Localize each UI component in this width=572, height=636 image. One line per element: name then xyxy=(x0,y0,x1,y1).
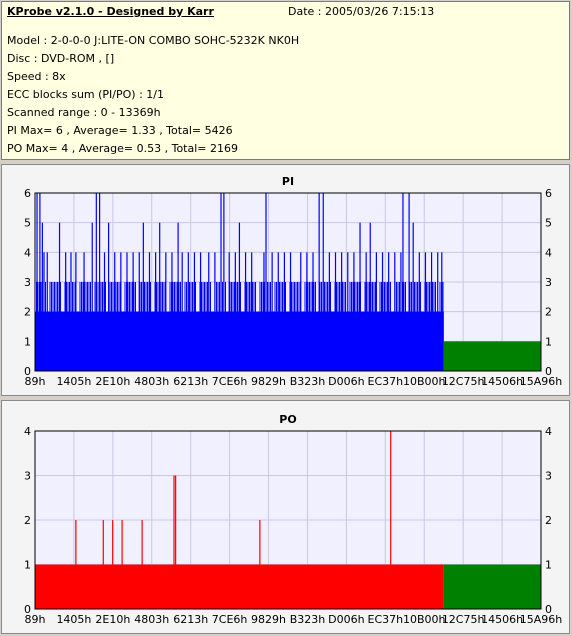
model-line: Model : 2-0-0-0 J:LITE-ON COMBO SOHC-523… xyxy=(7,34,300,47)
po-chart: PO 0 0 1 1 2 2 3 3 4 4 89h 1405h 2E10h 4803h 6213h 7CE6h… xyxy=(24,413,563,626)
x-tick-label: 7CE6h xyxy=(212,375,248,388)
x-tick-label: 9829h xyxy=(251,375,286,388)
y-tick-label-right: 1 xyxy=(545,335,552,348)
x-tick-label: B323h xyxy=(290,375,326,388)
y-tick-label-left: 4 xyxy=(24,246,31,259)
y-tick-label-right: 3 xyxy=(545,470,552,483)
y-tick-label-left: 4 xyxy=(24,425,31,438)
ecc-line: ECC blocks sum (PI/PO) : 1/1 xyxy=(7,88,164,101)
x-tick-label: 14506h xyxy=(481,375,523,388)
y-tick-label-right: 1 xyxy=(545,559,552,572)
x-tick-label: 89h xyxy=(25,375,46,388)
unscanned-region xyxy=(443,564,541,609)
pi-stats-line: PI Max= 6 , Average= 1.33 , Total= 5426 xyxy=(7,124,233,137)
x-tick-label: EC37h xyxy=(368,613,404,626)
po-stats-line: PO Max= 4 , Average= 0.53 , Total= 2169 xyxy=(7,142,238,155)
x-tick-label: 15A96h xyxy=(520,375,563,388)
x-tick-label: D006h xyxy=(328,375,364,388)
y-tick-label-left: 2 xyxy=(24,306,31,319)
unscanned-region xyxy=(443,341,541,371)
x-tick-label: 6213h xyxy=(173,375,208,388)
y-tick-label-left: 2 xyxy=(24,514,31,527)
x-tick-label: EC37h xyxy=(368,375,404,388)
y-tick-label-right: 6 xyxy=(545,187,552,200)
y-tick-label-left: 3 xyxy=(24,470,31,483)
x-tick-label: 1405h xyxy=(56,613,91,626)
x-tick-label: 7CE6h xyxy=(212,613,248,626)
x-tick-label: B323h xyxy=(290,613,326,626)
pi-chart: PI 0 0 1 1 2 2 3 3 4 4 5 5 6 6 89h 1405h 2E10h 4803h 6213h 7… xyxy=(24,175,563,388)
y-tick-label-right: 0 xyxy=(545,365,552,378)
y-tick-label-left: 6 xyxy=(24,187,31,200)
x-tick-label: 15A96h xyxy=(520,613,563,626)
data-area xyxy=(35,564,444,609)
x-tick-label: 2E10h xyxy=(95,613,130,626)
info-panel: KProbe v2.1.0 - Designed by Karr Date : … xyxy=(1,1,570,160)
speed-line: Speed : 8x xyxy=(7,70,66,83)
x-tick-label: 2E10h xyxy=(95,375,130,388)
chart-title: PI xyxy=(282,175,294,188)
x-tick-label: D006h xyxy=(328,613,364,626)
y-tick-label-left: 0 xyxy=(24,365,31,378)
x-tick-label: 89h xyxy=(25,613,46,626)
scan-date: Date : 2005/03/26 7:15:13 xyxy=(288,5,435,18)
po-chart-panel: PO 0 0 1 1 2 2 3 3 4 4 89h 1405h 2E10h 4803h 6213h 7CE6h… xyxy=(1,400,570,634)
x-tick-label: 4803h xyxy=(134,613,169,626)
y-tick-label-left: 5 xyxy=(24,217,31,230)
y-tick-label-right: 4 xyxy=(545,246,552,259)
y-tick-label-right: 3 xyxy=(545,276,552,289)
app-title: KProbe v2.1.0 - Designed by Karr xyxy=(7,5,214,18)
y-tick-label-left: 1 xyxy=(24,335,31,348)
plot-frame xyxy=(34,192,542,372)
y-tick-label-right: 2 xyxy=(545,306,552,319)
x-tick-label: 12C75h xyxy=(442,375,485,388)
y-tick-label-right: 0 xyxy=(545,603,552,616)
y-tick-label-right: 2 xyxy=(545,514,552,527)
y-tick-label-left: 0 xyxy=(24,603,31,616)
x-tick-label: 12C75h xyxy=(442,613,485,626)
y-tick-label-right: 4 xyxy=(545,425,552,438)
x-tick-label: 10B00h xyxy=(403,613,446,626)
range-line: Scanned range : 0 - 13369h xyxy=(7,106,161,119)
x-tick-label: 9829h xyxy=(251,613,286,626)
chart-title: PO xyxy=(279,413,296,426)
x-tick-label: 14506h xyxy=(481,613,523,626)
disc-line: Disc : DVD-ROM , [] xyxy=(7,52,115,65)
plot-frame xyxy=(34,430,542,610)
x-tick-label: 10B00h xyxy=(403,375,446,388)
y-tick-label-right: 5 xyxy=(545,217,552,230)
pi-chart-panel: PI 0 0 1 1 2 2 3 3 4 4 5 5 6 6 89h 1405h 2E10h 4803h 6213h 7… xyxy=(1,164,570,396)
x-tick-label: 6213h xyxy=(173,613,208,626)
y-tick-label-left: 3 xyxy=(24,276,31,289)
y-tick-label-left: 1 xyxy=(24,559,31,572)
x-tick-label: 4803h xyxy=(134,375,169,388)
x-tick-label: 1405h xyxy=(56,375,91,388)
